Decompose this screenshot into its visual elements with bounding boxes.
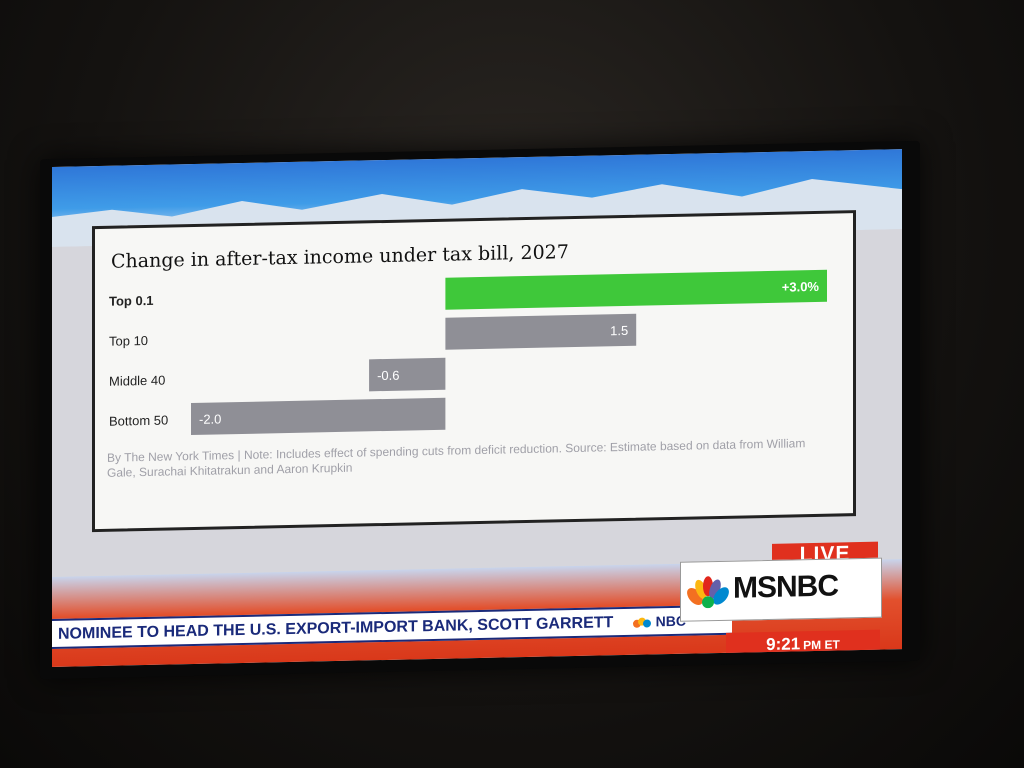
category-label: Top 0.1 — [109, 293, 154, 309]
category-label: Bottom 50 — [109, 413, 168, 429]
data-label: -2.0 — [199, 411, 221, 426]
broadcast-clock: 9:21 PM ET — [726, 629, 880, 659]
ticker-text: NOMINEE TO HEAD THE U.S. EXPORT-IMPORT B… — [58, 614, 614, 643]
tv-bezel: Change in after-tax income under tax bil… — [40, 140, 920, 680]
news-ticker: NOMINEE TO HEAD THE U.S. EXPORT-IMPORT B… — [52, 604, 732, 649]
msnbc-logo-text: MSNBC — [733, 569, 838, 605]
peacock-icon — [687, 576, 729, 609]
chart-card: Change in after-tax income under tax bil… — [92, 210, 856, 533]
data-label: 1.5 — [610, 323, 628, 338]
bar — [445, 269, 827, 310]
bar-chart: Top 0.1 +3.0% Top 10 1.5 Middle 40 -0.6 Bottom… — [109, 269, 827, 436]
clock-suffix: PM ET — [803, 637, 840, 653]
data-label: +3.0% — [782, 279, 820, 295]
clock-time: 9:21 — [766, 634, 801, 655]
bar — [445, 313, 637, 350]
tv-screen: Change in after-tax income under tax bil… — [52, 149, 902, 667]
bar — [369, 357, 446, 392]
ticker-nbc-logo: NBC — [632, 608, 686, 635]
peacock-small-icon — [632, 617, 651, 629]
data-label: -0.6 — [377, 368, 399, 383]
category-label: Top 10 — [109, 333, 148, 349]
bar — [191, 397, 446, 436]
category-label: Middle 40 — [109, 373, 165, 389]
chart-title: Change in after-tax income under tax bil… — [111, 241, 569, 273]
network-logo: MSNBC — [680, 557, 882, 622]
